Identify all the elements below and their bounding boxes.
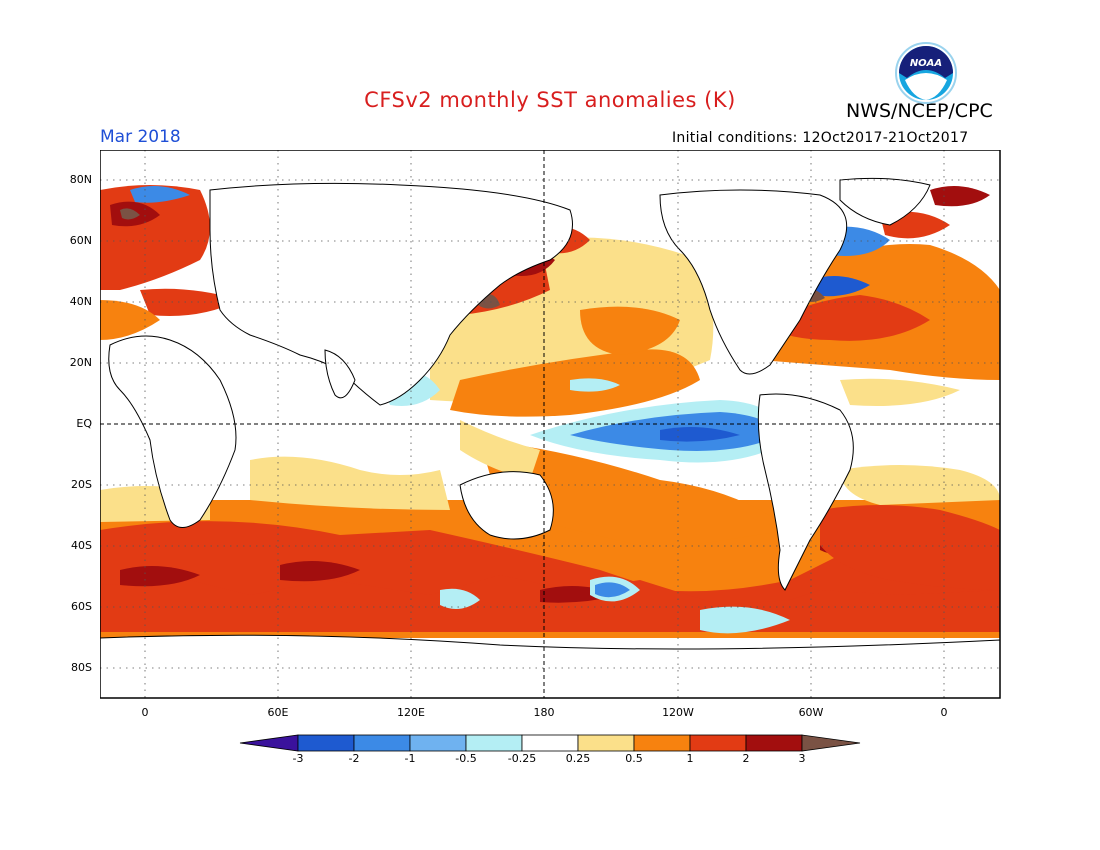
lat-label: 80S bbox=[71, 661, 92, 674]
colorbar-label: 3 bbox=[798, 752, 806, 765]
colorbar-cell bbox=[465, 734, 523, 752]
lat-label: 40N bbox=[69, 295, 92, 308]
map-frame bbox=[100, 150, 1001, 699]
colorbar-cell bbox=[409, 734, 467, 752]
valid-month-label: Mar 2018 bbox=[100, 127, 181, 147]
lat-label: 80N bbox=[69, 173, 92, 186]
sst-anomaly-map bbox=[100, 150, 1001, 699]
colorbar-label: -2 bbox=[348, 752, 360, 765]
lon-label: 0 bbox=[141, 706, 149, 719]
lat-label: 40S bbox=[71, 539, 92, 552]
noaa-logo: NOAA bbox=[895, 42, 957, 104]
colorbar-label: 0.5 bbox=[625, 752, 643, 765]
south-pacific-warm-tongue bbox=[480, 440, 790, 550]
colorbar-cell bbox=[689, 734, 747, 752]
colorbar-cell bbox=[353, 734, 411, 752]
lon-label: 60E bbox=[267, 706, 289, 719]
lat-label: 20N bbox=[69, 356, 92, 369]
lat-label: 60S bbox=[71, 600, 92, 613]
continents bbox=[100, 177, 1000, 698]
colorbar-label: -3 bbox=[292, 752, 304, 765]
colorbar-cell bbox=[633, 734, 691, 752]
colorbar-label: 1 bbox=[686, 752, 694, 765]
agency-label: NWS/NCEP/CPC bbox=[846, 100, 993, 122]
logo-text: NOAA bbox=[910, 58, 942, 69]
lon-label: 180 bbox=[533, 706, 555, 719]
colorbar-cell bbox=[577, 734, 635, 752]
colorbar-cell bbox=[239, 734, 299, 752]
colorbar bbox=[239, 734, 861, 752]
colorbar-label: 0.25 bbox=[565, 752, 591, 765]
lon-label: 120E bbox=[397, 706, 425, 719]
colorbar-label: 2 bbox=[742, 752, 750, 765]
equatorial-cool-tongue bbox=[530, 400, 790, 463]
equator-dateline bbox=[100, 150, 1000, 698]
colorbar-cell bbox=[801, 734, 861, 752]
colorbar-cell bbox=[745, 734, 803, 752]
colorbar-cell bbox=[521, 734, 579, 752]
colorbar-label: -1 bbox=[404, 752, 416, 765]
lon-label: 60W bbox=[798, 706, 824, 719]
colorbar-label: -0.5 bbox=[455, 752, 477, 765]
initial-conditions-label: Initial conditions: 12Oct2017-21Oct2017 bbox=[672, 130, 969, 146]
lat-label: 60N bbox=[69, 234, 92, 247]
colorbar-cell bbox=[297, 734, 355, 752]
lon-label: 0 bbox=[940, 706, 948, 719]
colorbar-label: -0.25 bbox=[507, 752, 537, 765]
map-title: CFSv2 monthly SST anomalies (K) bbox=[364, 88, 736, 112]
lat-label: 20S bbox=[71, 478, 92, 491]
lon-label: 120W bbox=[662, 706, 694, 719]
lat-label: EQ bbox=[76, 417, 92, 430]
